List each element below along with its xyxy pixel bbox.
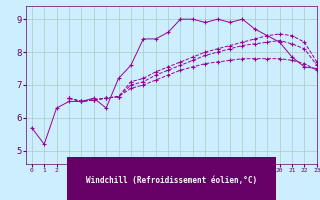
X-axis label: Windchill (Refroidissement éolien,°C): Windchill (Refroidissement éolien,°C)	[86, 176, 257, 185]
